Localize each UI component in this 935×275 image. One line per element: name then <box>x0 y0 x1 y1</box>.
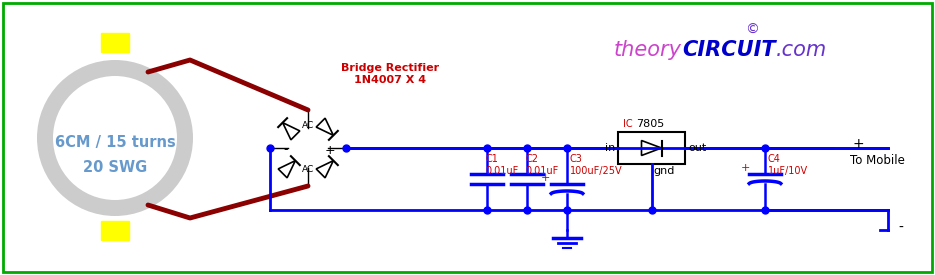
Text: -: - <box>283 144 288 156</box>
Text: C4
1uF/10V: C4 1uF/10V <box>768 154 808 176</box>
Text: out: out <box>688 143 706 153</box>
Text: ©: © <box>745 23 759 37</box>
Circle shape <box>880 222 896 238</box>
Circle shape <box>37 60 193 216</box>
Text: 1N4007 X 4: 1N4007 X 4 <box>354 75 426 85</box>
Text: C3
100uF/25V: C3 100uF/25V <box>570 154 623 176</box>
Text: Bridge Rectifier: Bridge Rectifier <box>341 63 439 73</box>
Text: IC: IC <box>623 119 633 129</box>
Text: C2
0.01uF: C2 0.01uF <box>525 154 558 176</box>
Text: +: + <box>324 144 336 156</box>
Text: theory: theory <box>614 40 682 60</box>
Text: 7805: 7805 <box>636 119 664 129</box>
Text: C1
0.01uF: C1 0.01uF <box>485 154 518 176</box>
Bar <box>618 132 685 164</box>
Text: To Mobile: To Mobile <box>850 153 905 166</box>
Text: CIRCUIT: CIRCUIT <box>682 40 776 60</box>
Text: 6CM / 15 turns
20 SWG: 6CM / 15 turns 20 SWG <box>54 135 176 175</box>
Text: gnd: gnd <box>654 166 675 176</box>
Text: AC: AC <box>302 122 314 131</box>
Text: -: - <box>898 221 903 235</box>
Bar <box>101 33 129 52</box>
Text: in: in <box>605 143 615 153</box>
Text: +: + <box>852 137 864 151</box>
Text: AC: AC <box>302 166 314 175</box>
Text: .com: .com <box>776 40 827 60</box>
Text: +: + <box>741 163 750 173</box>
Circle shape <box>53 76 177 200</box>
Circle shape <box>832 140 848 156</box>
Bar <box>101 221 129 240</box>
Text: +: + <box>540 173 550 183</box>
